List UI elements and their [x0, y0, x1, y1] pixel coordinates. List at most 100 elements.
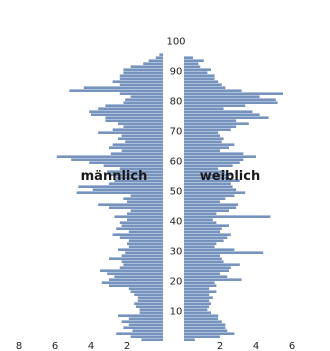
female-bar — [184, 170, 226, 173]
male-bar — [112, 143, 163, 146]
female-bar — [184, 251, 264, 254]
female-bar — [184, 131, 219, 134]
male-bar — [121, 260, 163, 263]
male-bar — [110, 152, 163, 155]
female-bar — [184, 332, 235, 335]
age-tick-label: 100 — [166, 37, 185, 48]
female-bar — [184, 329, 228, 332]
female-bar — [184, 161, 240, 164]
female-bar — [184, 221, 217, 224]
male-bar — [56, 155, 163, 158]
female-bar — [184, 206, 237, 209]
male-bar — [105, 116, 163, 119]
male-bar — [119, 266, 163, 269]
female-bar — [184, 227, 222, 230]
female-bar — [184, 317, 219, 320]
male-bar — [155, 56, 163, 59]
female-bar — [184, 212, 217, 215]
female-bar — [184, 116, 269, 119]
female-bar — [184, 293, 210, 296]
male-bar — [107, 170, 163, 173]
female-bar — [184, 59, 204, 62]
male-bar — [98, 131, 163, 134]
male-bar — [112, 128, 163, 131]
male-bar — [109, 173, 163, 176]
female-bar — [184, 203, 238, 206]
age-tick-label: 50 — [170, 187, 183, 198]
age-tick-label: 90 — [170, 67, 183, 78]
age-tick-label: 60 — [170, 157, 183, 168]
male-bar — [128, 287, 163, 290]
male-bar — [127, 242, 163, 245]
male-bar — [125, 98, 163, 101]
male-bar — [137, 296, 163, 299]
male-bar — [125, 251, 163, 254]
female-bar — [184, 311, 211, 314]
female-bar — [184, 299, 210, 302]
female-bar — [184, 233, 231, 236]
male-bar — [118, 137, 163, 140]
female-bar — [184, 98, 276, 101]
male-bar — [78, 185, 163, 188]
male-bar — [105, 104, 163, 107]
male-bar — [128, 317, 163, 320]
female-bar — [184, 245, 215, 248]
male-bar — [116, 332, 163, 335]
male-bar — [118, 248, 163, 251]
male-bar — [119, 92, 163, 95]
male-bar — [128, 230, 163, 233]
female-bar — [184, 101, 278, 104]
female-bar — [184, 191, 246, 194]
male-bar — [119, 83, 163, 86]
female-bar — [184, 296, 213, 299]
male-bar — [128, 239, 163, 242]
female-bar — [184, 125, 237, 128]
female-bar — [184, 95, 260, 98]
male-bar — [83, 86, 163, 89]
female-bar — [184, 194, 235, 197]
male-bar — [127, 212, 163, 215]
male-bar — [116, 227, 163, 230]
male-bar — [109, 182, 163, 185]
age-tick-label: 20 — [170, 277, 183, 288]
female-bar — [184, 197, 226, 200]
male-bar — [130, 335, 163, 338]
female-bar — [184, 209, 229, 212]
female-bar — [184, 62, 199, 65]
male-bar — [109, 206, 163, 209]
male-bar — [109, 257, 163, 260]
male-bar — [127, 218, 163, 221]
male-bar — [119, 167, 163, 170]
female-bar — [184, 179, 240, 182]
male-bar — [148, 59, 163, 62]
male-bar — [92, 188, 163, 191]
female-bar — [184, 215, 271, 218]
female-bar — [184, 314, 219, 317]
female-bar — [184, 188, 237, 191]
female-bar — [184, 110, 253, 113]
male-bar — [121, 254, 163, 257]
female-bar — [184, 128, 231, 131]
age-tick-label: 40 — [170, 217, 183, 228]
female-bar — [184, 278, 242, 281]
male-bar — [76, 191, 163, 194]
female-bar — [184, 305, 210, 308]
x-tick-label-right: 2 — [217, 341, 223, 351]
male-bar — [137, 299, 163, 302]
male-bar — [130, 290, 163, 293]
male-bar — [136, 305, 163, 308]
male-bar — [130, 209, 163, 212]
female-bar — [184, 272, 220, 275]
male-bar — [118, 122, 163, 125]
male-bar — [134, 293, 163, 296]
female-bar — [184, 74, 215, 77]
male-bar — [123, 125, 163, 128]
female-bar — [184, 83, 222, 86]
male-bar — [130, 194, 163, 197]
male-bar — [89, 110, 163, 113]
female-bar — [184, 257, 222, 260]
male-bar — [114, 215, 163, 218]
x-tick-labels: 8 6 4 2 2 4 6 — [16, 341, 295, 351]
male-bar — [134, 302, 163, 305]
